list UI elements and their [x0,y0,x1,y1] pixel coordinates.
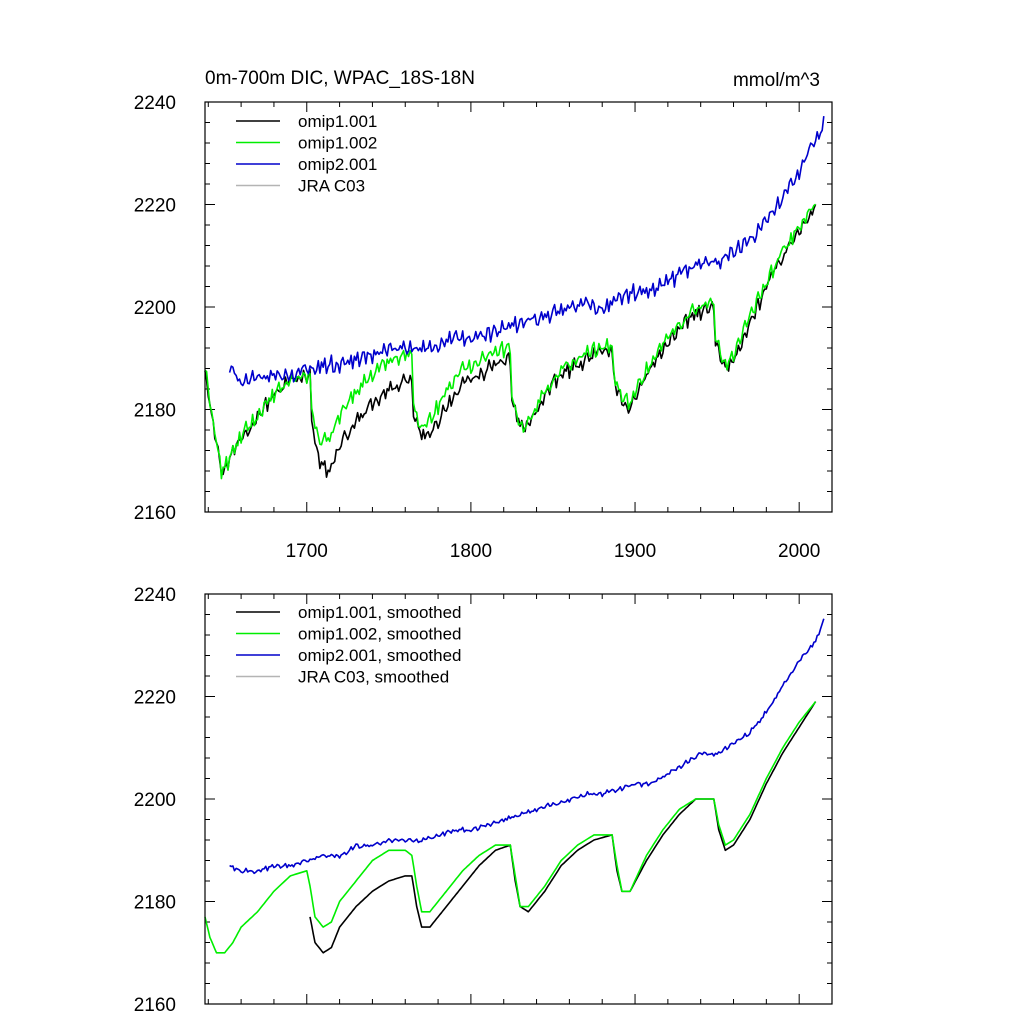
bottom-chart-panel: 2160 2180 2200 2220 2240 omip1.001, smoothed… [134,585,833,1016]
y-tick-label: 2240 [134,93,176,114]
units-label: mmol/m^3 [733,70,820,91]
bottom-plot-frame [204,593,833,1005]
top-chart-panel: 0m-700m DIC, WPAC_18S-18N mmol/m^3 21602… [134,68,833,562]
x-tick-label: 1900 [614,541,656,562]
legend-label: JRA C03 [298,177,365,196]
y-tick-label: 2160 [134,995,176,1016]
y-tick-label: 2160 [134,503,176,524]
bottom-series-layer [204,618,825,954]
legend-label: JRA C03, smoothed [298,668,449,687]
series-line-omip1-002 [204,701,817,954]
y-tick-label: 2220 [134,196,176,217]
legend-label: omip1.002, smoothed [298,625,462,644]
y-tick-label: 2180 [134,893,176,914]
x-tick-label: 1700 [286,541,328,562]
legend-label: omip1.002 [298,134,377,153]
top-axes: 2160 2180 2200 2220 2240 1700 1800 1900 2000 [134,93,833,562]
bottom-axes: 2160 2180 2200 2220 2240 [134,585,833,1016]
series-line-omip1-001 [204,204,817,478]
legend-label: omip2.001, smoothed [298,646,462,665]
x-tick-label: 2000 [778,541,820,562]
legend-label: omip2.001 [298,155,377,174]
y-tick-label: 2200 [134,790,176,811]
bottom-legend: omip1.001, smoothed omip1.002, smoothed om… [236,603,462,687]
series-line-omip1-001 [309,701,817,954]
y-tick-label: 2200 [134,298,176,319]
series-line-omip2-001 [228,116,825,387]
y-tick-label: 2180 [134,401,176,422]
series-line-omip2-001 [229,618,825,875]
top-legend: omip1.001 omip1.002 omip2.001 JRA C03 [236,112,377,196]
x-tick-label: 1800 [450,541,492,562]
series-line-omip1-002 [204,203,817,480]
chart-title: 0m-700m DIC, WPAC_18S-18N [205,68,475,89]
top-plot-frame [204,101,833,513]
y-tick-label: 2220 [134,688,176,709]
y-tick-label: 2240 [134,585,176,606]
legend-label: omip1.001, smoothed [298,603,462,622]
legend-label: omip1.001 [298,112,377,131]
top-series-layer [204,116,825,480]
